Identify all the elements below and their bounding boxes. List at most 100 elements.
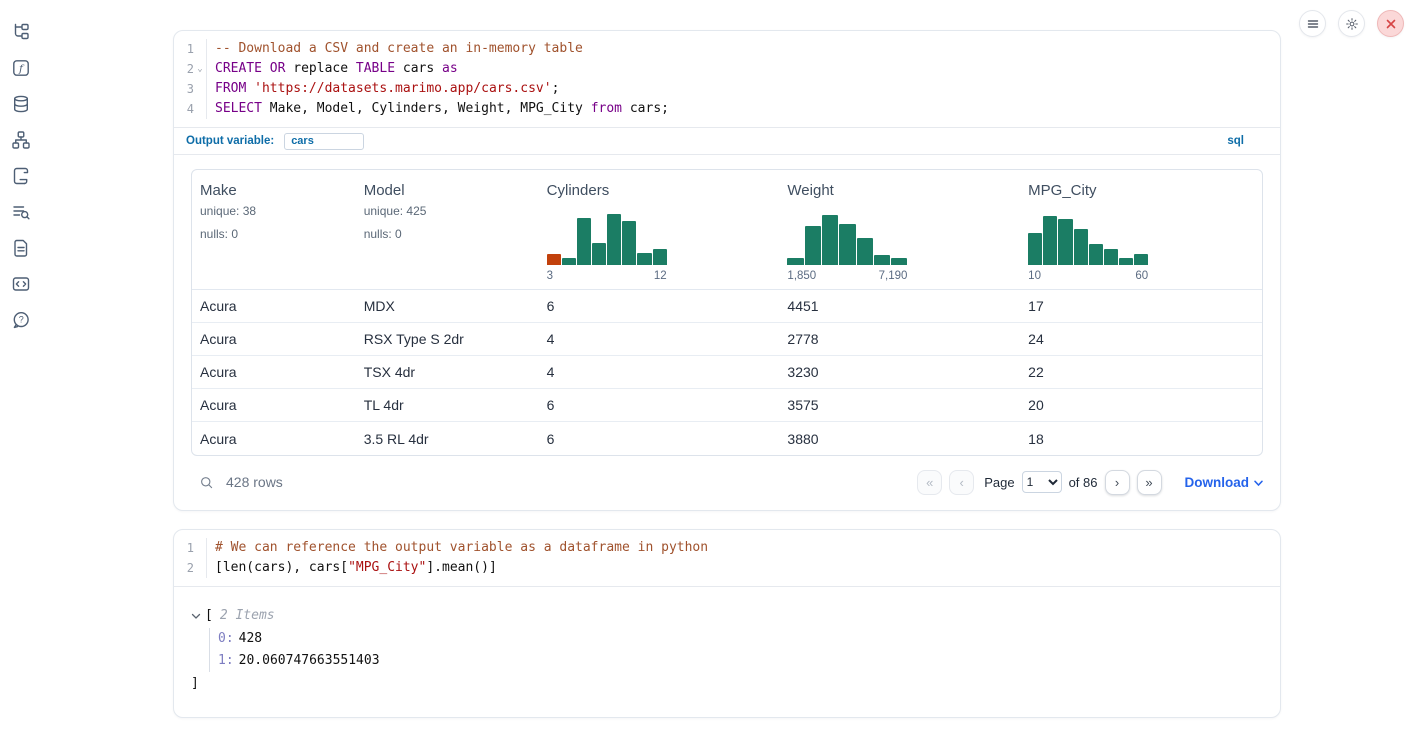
tree-root-row: [ 2 Items (191, 605, 1263, 627)
histogram-bar[interactable] (637, 253, 651, 265)
code-line[interactable]: 4SELECT Make, Model, Cylinders, Weight, … (174, 99, 1280, 119)
python-cell-output: [ 2 Items 0:428 1:20.060747663551403 ] (174, 586, 1280, 717)
column-header-make[interactable]: Makeunique: 38nulls: 0 (192, 170, 356, 289)
table-cell: TL 4dr (356, 397, 539, 413)
table-cell: 4 (539, 331, 780, 347)
next-page-button[interactable]: › (1105, 470, 1130, 495)
code-line[interactable]: 2[len(cars), cars["MPG_City"].mean()] (174, 558, 1280, 578)
search-icon[interactable] (199, 475, 214, 490)
code-line[interactable]: 3FROM 'https://datasets.marimo.app/cars.… (174, 79, 1280, 99)
data-table: Makeunique: 38nulls: 0Modelunique: 425nu… (191, 169, 1263, 456)
table-row[interactable]: AcuraRSX Type S 2dr4277824 (192, 323, 1262, 356)
column-header-mpg_city[interactable]: MPG_City1060 (1020, 170, 1262, 289)
histogram-axis-labels: 312 (547, 270, 667, 285)
code-snippet-icon (11, 274, 31, 294)
table-row[interactable]: AcuraTSX 4dr4323022 (192, 356, 1262, 389)
histogram-bar[interactable] (562, 258, 576, 265)
download-label: Download (1185, 475, 1250, 490)
line-number: 1 (174, 39, 194, 59)
menu-button[interactable] (1299, 10, 1326, 37)
tree-entry[interactable]: 1:20.060747663551403 (218, 650, 1263, 672)
histogram-bar[interactable] (857, 238, 873, 265)
histogram-axis-labels: 1060 (1028, 270, 1148, 285)
tree-entry[interactable]: 0: 428 (218, 628, 1263, 650)
histogram-bar[interactable] (577, 218, 591, 265)
last-page-button[interactable]: » (1137, 470, 1162, 495)
sidebar-item-dependency-graph[interactable] (11, 130, 31, 150)
shutdown-button[interactable] (1377, 10, 1404, 37)
column-name: Make (200, 182, 348, 199)
histogram-bar[interactable] (1074, 229, 1088, 265)
svg-text:?: ? (19, 315, 24, 325)
histogram-bar[interactable] (1104, 249, 1118, 265)
histogram-bar[interactable] (622, 221, 636, 265)
code-text: -- Download a CSV and create an in-memor… (206, 39, 1280, 59)
histogram-bar[interactable] (839, 224, 855, 265)
page-select[interactable]: 1 (1022, 471, 1062, 493)
axis-max-label: 7,190 (879, 270, 908, 282)
tree-entry-key: 0: (218, 631, 234, 646)
tree-children: 0: 428 1:20.060747663551403 (209, 628, 1263, 672)
line-number: 3 (174, 79, 194, 99)
first-page-button[interactable]: « (917, 470, 942, 495)
sql-code-editor[interactable]: 1 -- Download a CSV and create an in-memo… (174, 31, 1280, 127)
hamburger-icon (1306, 17, 1320, 31)
code-line[interactable]: 1 -- Download a CSV and create an in-memo… (174, 39, 1280, 59)
table-row[interactable]: AcuraMDX6445117 (192, 290, 1262, 323)
axis-max-label: 60 (1135, 270, 1148, 282)
download-button[interactable]: Download (1185, 475, 1264, 490)
column-header-cylinders[interactable]: Cylinders312 (539, 170, 780, 289)
sidebar-item-snippets[interactable] (11, 274, 31, 294)
table-cell: 18 (1020, 431, 1262, 447)
sidebar-item-help[interactable]: ? (11, 310, 31, 330)
sidebar-item-documentation[interactable] (11, 238, 31, 258)
sidebar-item-datasources[interactable] (11, 94, 31, 114)
table-cell: 6 (539, 397, 780, 413)
histogram-bar[interactable] (822, 215, 838, 265)
sidebar-item-variables[interactable]: f (11, 58, 31, 78)
table-row[interactable]: AcuraTL 4dr6357520 (192, 389, 1262, 422)
fold-chevron-icon (194, 39, 206, 59)
histogram-bar[interactable] (787, 258, 803, 265)
python-code-editor[interactable]: 1# We can reference the output variable … (174, 530, 1280, 586)
database-icon (11, 94, 31, 114)
table-cell: 6 (539, 298, 780, 314)
sidebar-item-file-explorer[interactable] (11, 22, 31, 42)
sidebar-item-scratchpad[interactable] (11, 166, 31, 186)
column-header-weight[interactable]: Weight1,8507,190 (779, 170, 1020, 289)
table-row[interactable]: Acura3.5 RL 4dr6388018 (192, 422, 1262, 455)
output-variable-bar: Output variable: sql (174, 127, 1280, 154)
table-cell: 6 (539, 431, 780, 447)
code-line[interactable]: 2CREATE OR replace TABLE cars as (174, 59, 1280, 79)
tree-entry-value: 428 (239, 631, 262, 646)
chevron-down-icon (1254, 480, 1263, 487)
table-cell: Acura (192, 397, 356, 413)
histogram-bar[interactable] (607, 214, 621, 265)
histogram-bar[interactable] (891, 258, 907, 265)
histogram-bar[interactable] (1119, 258, 1133, 265)
histogram-bar[interactable] (653, 249, 667, 265)
file-tree-icon (11, 22, 31, 42)
output-variable-input[interactable] (284, 133, 364, 150)
sidebar-item-logs[interactable] (11, 202, 31, 222)
histogram-bar[interactable] (1134, 254, 1148, 265)
histogram-bar[interactable] (874, 255, 890, 265)
column-header-model[interactable]: Modelunique: 425nulls: 0 (356, 170, 539, 289)
histogram-bar[interactable] (1043, 216, 1057, 265)
column-stat: unique: 38 (200, 208, 348, 215)
collapse-chevron-icon[interactable] (191, 613, 201, 620)
table-cell: 17 (1020, 298, 1262, 314)
histogram-bar[interactable] (592, 243, 606, 265)
histogram-bar[interactable] (1089, 244, 1103, 265)
help-chat-icon: ? (11, 310, 31, 330)
code-text: SELECT Make, Model, Cylinders, Weight, M… (206, 99, 1280, 119)
fold-chevron-icon (194, 79, 206, 99)
prev-page-button[interactable]: ‹ (949, 470, 974, 495)
settings-button[interactable] (1338, 10, 1365, 37)
histogram-bar[interactable] (1028, 233, 1042, 265)
histogram-bar[interactable] (547, 254, 561, 265)
code-line[interactable]: 1# We can reference the output variable … (174, 538, 1280, 558)
histogram-bar[interactable] (1058, 219, 1072, 265)
output-variable-label: Output variable: (186, 135, 274, 147)
histogram-bar[interactable] (805, 226, 821, 265)
